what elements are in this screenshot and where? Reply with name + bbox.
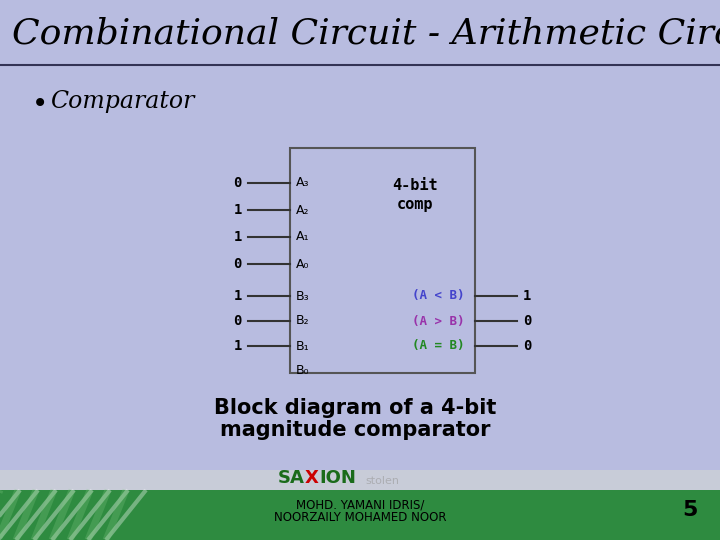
Text: ION: ION [319, 469, 356, 487]
Text: SA: SA [278, 469, 305, 487]
Text: (A > B): (A > B) [413, 314, 465, 327]
Text: NOORZAILY MOHAMED NOOR: NOORZAILY MOHAMED NOOR [274, 511, 446, 524]
Text: B₀: B₀ [296, 364, 310, 377]
Text: (A = B): (A = B) [413, 340, 465, 353]
Text: 0: 0 [233, 314, 242, 328]
Text: (A < B): (A < B) [413, 289, 465, 302]
Text: A₃: A₃ [296, 177, 310, 190]
Text: 4-bit: 4-bit [392, 179, 438, 193]
Text: Combinational Circuit - Arithmetic Circuit: Combinational Circuit - Arithmetic Circu… [12, 17, 720, 51]
Text: Block diagram of a 4-bit: Block diagram of a 4-bit [214, 398, 496, 418]
Text: B₂: B₂ [296, 314, 310, 327]
Bar [0, 470, 720, 490]
Text: A₂: A₂ [296, 204, 310, 217]
Text: 1: 1 [523, 289, 531, 303]
Text: A₁: A₁ [296, 231, 310, 244]
Text: X: X [305, 469, 319, 487]
Text: magnitude comparator: magnitude comparator [220, 420, 490, 440]
Text: comp: comp [397, 197, 433, 212]
Text: 5: 5 [683, 500, 698, 520]
Text: B₁: B₁ [296, 340, 310, 353]
Bar [0, 490, 720, 540]
Text: 0: 0 [233, 257, 242, 271]
Text: 1: 1 [233, 289, 242, 303]
Text: 1: 1 [233, 203, 242, 217]
Text: Comparator: Comparator [50, 90, 194, 113]
Text: MOHD. YAMANI IDRIS/: MOHD. YAMANI IDRIS/ [296, 498, 424, 511]
Text: 1: 1 [233, 339, 242, 353]
Text: B₃: B₃ [296, 289, 310, 302]
Text: 0: 0 [523, 314, 531, 328]
Bar [290, 148, 475, 373]
Text: A₀: A₀ [296, 258, 310, 271]
Text: •: • [32, 90, 48, 118]
Text: 0: 0 [233, 176, 242, 190]
Text: 1: 1 [233, 230, 242, 244]
Text: 0: 0 [523, 339, 531, 353]
Text: stolen: stolen [365, 476, 399, 486]
